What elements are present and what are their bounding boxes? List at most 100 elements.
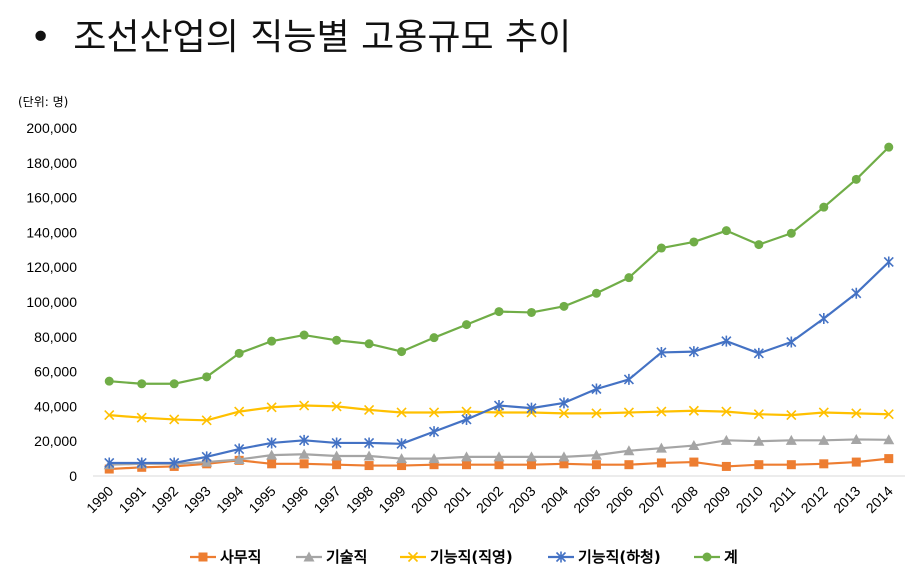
legend-label: 사무직 xyxy=(220,548,261,566)
data-point xyxy=(364,339,374,349)
legend-label: 기술직 xyxy=(326,548,367,566)
data-point xyxy=(753,435,765,446)
data-point xyxy=(818,434,830,445)
data-point xyxy=(526,460,536,470)
x-tick-label: 2014 xyxy=(863,483,896,516)
data-point xyxy=(461,406,472,417)
x-tick-label: 2002 xyxy=(473,483,506,516)
series-계 xyxy=(104,142,894,389)
legend-item: 기능직(하청) xyxy=(548,548,661,566)
y-tick-label: 180,000 xyxy=(26,155,77,171)
data-point xyxy=(656,406,667,417)
legend-item: 기술직 xyxy=(296,548,367,566)
data-point xyxy=(234,348,244,358)
data-point xyxy=(332,460,342,470)
data-point xyxy=(428,407,440,418)
data-point xyxy=(494,460,504,470)
data-point xyxy=(461,413,472,425)
data-point xyxy=(655,442,667,453)
legend-label: 기능직(하청) xyxy=(578,548,661,566)
data-point xyxy=(689,237,699,247)
x-tick-label: 1994 xyxy=(213,483,246,516)
data-point xyxy=(198,552,208,562)
page-title: • 조선산업의 직능별 고용규모 추이 xyxy=(30,8,571,68)
data-point xyxy=(331,450,343,461)
data-point xyxy=(689,457,699,467)
data-point xyxy=(137,379,147,389)
bullet-icon: • xyxy=(30,17,52,58)
data-point xyxy=(104,457,115,469)
data-point xyxy=(364,461,374,471)
data-point xyxy=(591,383,602,395)
x-tick-label: 2007 xyxy=(635,483,668,516)
data-point xyxy=(786,410,797,421)
data-point xyxy=(332,335,342,345)
data-point xyxy=(884,454,894,464)
data-point xyxy=(656,458,666,468)
legend-item: 계 xyxy=(694,548,738,566)
data-point xyxy=(429,333,439,343)
data-point xyxy=(884,142,894,152)
x-tick-label: 2004 xyxy=(538,483,571,516)
data-point xyxy=(331,437,342,449)
y-tick-label: 120,000 xyxy=(26,259,77,275)
y-tick-label: 60,000 xyxy=(34,364,77,380)
data-point xyxy=(623,445,635,456)
x-tick-label: 2013 xyxy=(830,483,863,516)
x-tick-label: 1993 xyxy=(180,483,213,516)
data-point xyxy=(364,404,375,415)
data-point xyxy=(819,202,829,212)
data-point xyxy=(785,434,797,445)
data-point xyxy=(136,412,147,423)
data-point xyxy=(590,449,602,460)
x-tick-label: 1995 xyxy=(245,483,278,516)
data-point xyxy=(396,438,407,450)
x-tick-label: 1997 xyxy=(310,483,343,516)
series-기능직(하청) xyxy=(104,256,894,469)
x-tick-label: 1991 xyxy=(115,483,148,516)
data-point xyxy=(559,301,569,311)
data-point xyxy=(428,453,440,464)
data-point xyxy=(558,408,570,419)
data-point xyxy=(202,372,212,382)
data-point xyxy=(624,460,634,470)
data-point xyxy=(299,400,310,411)
data-point xyxy=(624,273,634,283)
x-tick-label: 2010 xyxy=(733,483,766,516)
x-tick-label: 1996 xyxy=(278,483,311,516)
x-tick-label: 2008 xyxy=(668,483,701,516)
data-point xyxy=(303,551,315,562)
data-point xyxy=(104,376,114,386)
data-point xyxy=(298,448,310,459)
data-point xyxy=(299,434,310,446)
data-point xyxy=(494,307,504,317)
x-tick-label: 1999 xyxy=(375,483,408,516)
data-point xyxy=(526,307,536,317)
data-point xyxy=(754,240,764,250)
data-point xyxy=(266,402,277,413)
data-point xyxy=(753,409,764,420)
x-tick-label: 1992 xyxy=(148,483,181,516)
data-point xyxy=(851,457,861,467)
data-point xyxy=(819,459,829,469)
data-point xyxy=(397,461,407,471)
data-point xyxy=(559,459,569,469)
legend-label: 계 xyxy=(724,548,738,566)
legend-item: 사무직 xyxy=(190,548,261,566)
data-point xyxy=(851,287,862,299)
y-tick-label: 200,000 xyxy=(26,120,77,136)
data-point xyxy=(786,460,796,470)
data-point xyxy=(429,460,439,470)
y-tick-label: 160,000 xyxy=(26,190,77,206)
data-point xyxy=(407,551,419,563)
data-point xyxy=(720,434,732,445)
data-point xyxy=(721,406,732,417)
data-point xyxy=(623,373,634,385)
data-point xyxy=(234,406,245,417)
x-tick-label: 1998 xyxy=(343,483,376,516)
y-tick-label: 80,000 xyxy=(34,329,77,345)
series-기능직(직영) xyxy=(104,400,894,426)
x-tick-label: 2000 xyxy=(408,483,441,516)
data-point xyxy=(851,408,862,419)
